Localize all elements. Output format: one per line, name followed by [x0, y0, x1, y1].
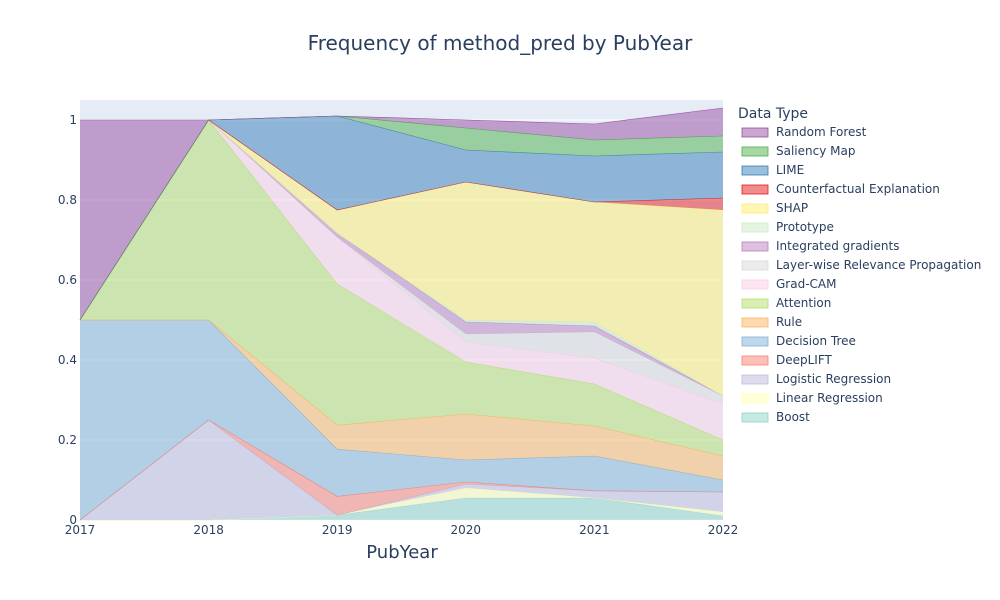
- legend-label: Attention: [776, 296, 831, 310]
- legend-swatch: [741, 336, 769, 347]
- legend-swatch: [741, 241, 769, 252]
- chart-title: Frequency of method_pred by PubYear: [308, 31, 693, 55]
- legend-item-shap[interactable]: SHAP: [741, 201, 808, 215]
- area-series-layer-wise-relevance-propagation: [80, 120, 723, 404]
- axes: 0 0.2 0.4 0.6 0.8 1 2017 2018 2019 2020 2021 2022: [58, 113, 738, 537]
- legend-label: Decision Tree: [776, 334, 856, 348]
- legend-label: Random Forest: [776, 125, 867, 139]
- area-series-logistic-regression: [80, 420, 723, 520]
- legend-item-rule[interactable]: Rule: [741, 315, 802, 329]
- x-tick-label: 2017: [65, 523, 96, 537]
- legend-swatch: [741, 393, 769, 404]
- legend-item-lime[interactable]: LIME: [741, 163, 804, 177]
- legend-label: SHAP: [776, 201, 808, 215]
- legend-item-deeplift[interactable]: DeepLIFT: [741, 353, 833, 367]
- legend-label: LIME: [776, 163, 804, 177]
- x-tick-label: 2022: [708, 523, 739, 537]
- legend-item-saliency-map[interactable]: Saliency Map: [741, 144, 855, 158]
- y-tick-label: 0.8: [58, 193, 77, 207]
- legend-label: Prototype: [776, 220, 834, 234]
- y-tick-label: 0.2: [58, 433, 77, 447]
- legend-label: Integrated gradients: [776, 239, 899, 253]
- area-series-integrated-gradients: [80, 120, 723, 396]
- legend-swatch: [741, 374, 769, 385]
- legend-item-linear-regression[interactable]: Linear Regression: [741, 391, 883, 405]
- legend-label: Linear Regression: [776, 391, 883, 405]
- legend-swatch: [741, 184, 769, 195]
- y-tick-label: 0.6: [58, 273, 77, 287]
- x-tick-label: 2018: [193, 523, 224, 537]
- area-series-shap: [80, 120, 723, 396]
- legend-item-integrated-gradients[interactable]: Integrated gradients: [741, 239, 899, 253]
- legend: Data Type Random Forest Saliency Map LIME C…: [738, 106, 981, 424]
- legend-label: Boost: [776, 410, 810, 424]
- legend-label: DeepLIFT: [776, 353, 833, 367]
- legend-item-layer-wise-relevance-propagation[interactable]: Layer-wise Relevance Propagation: [741, 258, 981, 272]
- legend-swatch: [741, 222, 769, 233]
- area-series-rule: [80, 320, 723, 480]
- area-series-lime: [80, 116, 723, 320]
- legend-swatch: [741, 412, 769, 423]
- area-series-attention: [80, 120, 723, 456]
- legend-label: Rule: [776, 315, 802, 329]
- legend-title: Data Type: [738, 106, 808, 122]
- x-tick-label: 2019: [322, 523, 353, 537]
- x-tick-label: 2020: [451, 523, 482, 537]
- y-tick-label: 0: [69, 513, 77, 527]
- area-series-decision-tree: [80, 320, 723, 520]
- area-boundary-random-forest: [80, 107, 724, 125]
- legend-swatch: [741, 279, 769, 290]
- x-axis-label: PubYear: [366, 542, 438, 563]
- legend-label: Saliency Map: [776, 144, 855, 158]
- legend-swatch: [741, 355, 769, 366]
- legend-swatch: [741, 127, 769, 138]
- legend-item-attention[interactable]: Attention: [741, 296, 831, 310]
- y-tick-label: 0.4: [58, 353, 77, 367]
- legend-label: Grad-CAM: [776, 277, 836, 291]
- legend-swatch: [741, 146, 769, 157]
- area-series-grad-cam: [80, 120, 723, 440]
- legend-swatch: [741, 203, 769, 214]
- legend-label: Layer-wise Relevance Propagation: [776, 258, 981, 272]
- legend-item-boost[interactable]: Boost: [741, 410, 810, 424]
- x-tick-label: 2021: [579, 523, 610, 537]
- legend-label: Counterfactual Explanation: [776, 182, 940, 196]
- legend-swatch: [741, 317, 769, 328]
- area-series-boost: [80, 498, 723, 520]
- legend-item-random-forest[interactable]: Random Forest: [741, 125, 867, 139]
- legend-swatch: [741, 165, 769, 176]
- legend-swatch: [741, 260, 769, 271]
- legend-item-logistic-regression[interactable]: Logistic Regression: [741, 372, 891, 386]
- y-tick-label: 1: [69, 113, 77, 127]
- area-series-linear-regression: [80, 488, 723, 520]
- legend-swatch: [741, 298, 769, 309]
- legend-item-prototype[interactable]: Prototype: [741, 220, 834, 234]
- legend-label: Logistic Regression: [776, 372, 891, 386]
- legend-item-grad-cam[interactable]: Grad-CAM: [741, 277, 836, 291]
- area-series-layer: [79, 107, 724, 521]
- area-series-random-forest: [80, 108, 723, 320]
- legend-item-counterfactual-explanation[interactable]: Counterfactual Explanation: [741, 182, 940, 196]
- legend-item-decision-tree[interactable]: Decision Tree: [741, 334, 856, 348]
